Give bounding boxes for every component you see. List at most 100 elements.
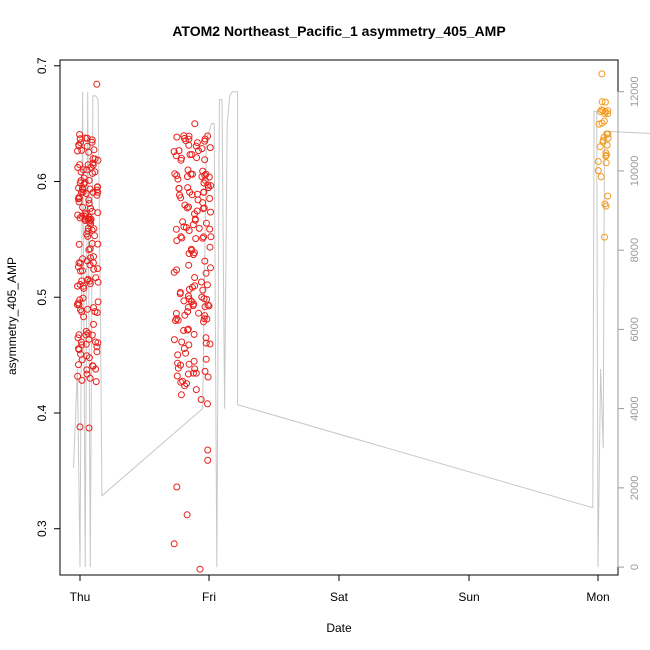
data-point — [76, 161, 84, 169]
data-point — [93, 343, 101, 351]
data-point — [93, 191, 101, 199]
data-point — [93, 309, 101, 316]
data-point — [78, 146, 86, 154]
y2-tick-label: 0 — [629, 564, 641, 570]
data-point — [88, 331, 96, 339]
data-point — [183, 511, 191, 519]
y2-tick-label: 6000 — [629, 317, 641, 341]
data-point — [74, 263, 82, 271]
data-point — [184, 166, 192, 174]
data-point — [206, 243, 214, 251]
data-point — [177, 391, 185, 399]
x-tick-label: Sun — [458, 590, 479, 604]
data-point — [193, 139, 201, 147]
data-point — [87, 204, 94, 212]
y-tick-label: 0.7 — [35, 57, 49, 74]
data-point — [177, 378, 185, 386]
data-point — [195, 309, 203, 317]
y-axis-label: asymmetry_405_AMP — [5, 257, 19, 375]
data-point — [82, 190, 90, 197]
data-point — [172, 310, 180, 317]
data-point — [201, 156, 209, 164]
data-point — [172, 317, 179, 324]
data-point — [77, 338, 85, 346]
data-point — [79, 294, 87, 302]
data-point — [79, 203, 87, 211]
data-point — [83, 230, 91, 238]
data-point — [595, 120, 603, 128]
data-point — [86, 277, 94, 285]
data-point — [78, 277, 86, 285]
data-point — [182, 224, 190, 231]
data-point — [198, 145, 206, 153]
data-point — [178, 234, 186, 242]
data-point — [80, 174, 88, 182]
data-point — [206, 340, 214, 348]
data-point — [179, 218, 187, 226]
data-point — [88, 240, 96, 247]
data-point — [598, 98, 606, 106]
data-point — [200, 179, 208, 187]
data-point — [94, 298, 102, 306]
data-point — [75, 345, 82, 353]
data-point — [88, 226, 96, 234]
data-point — [199, 199, 207, 207]
data-point — [175, 147, 183, 155]
data-point — [78, 376, 86, 384]
data-point — [185, 261, 193, 269]
data-point — [94, 209, 102, 217]
data-point — [185, 360, 193, 368]
data-point — [174, 351, 182, 359]
data-point — [180, 345, 188, 352]
data-point — [202, 334, 210, 342]
x-tick-label: Sat — [330, 590, 349, 604]
data-point — [195, 224, 203, 232]
data-point — [189, 302, 197, 310]
data-point — [76, 179, 84, 187]
data-point — [90, 265, 98, 273]
data-point — [204, 373, 212, 381]
data-point — [86, 374, 94, 382]
data-point — [173, 133, 181, 141]
data-point — [89, 169, 96, 177]
data-point — [600, 117, 608, 125]
y-tick-label: 0.6 — [35, 173, 49, 190]
data-point — [88, 138, 96, 146]
data-point — [189, 369, 197, 377]
points-layer — [73, 70, 612, 573]
data-point — [182, 349, 190, 357]
data-point — [202, 355, 210, 363]
data-point — [204, 446, 212, 454]
data-point — [201, 171, 209, 179]
data-point — [91, 155, 99, 163]
y-tick-label: 0.3 — [35, 520, 49, 537]
data-point — [170, 540, 178, 548]
data-point — [76, 131, 84, 138]
data-point — [172, 225, 180, 233]
data-point — [92, 338, 99, 346]
data-point — [74, 211, 82, 219]
data-point — [184, 184, 192, 192]
data-point — [206, 225, 214, 233]
data-point — [191, 274, 199, 281]
data-point — [83, 142, 91, 150]
data-point — [170, 148, 178, 156]
data-point — [194, 190, 201, 198]
data-point — [192, 369, 200, 377]
y2-tick-label: 10000 — [629, 156, 641, 187]
data-point — [204, 456, 212, 464]
data-point — [90, 146, 98, 154]
data-point — [172, 152, 180, 160]
data-point — [76, 423, 84, 431]
data-point — [86, 261, 94, 269]
data-point — [206, 144, 214, 152]
data-point — [80, 313, 88, 321]
data-point — [84, 305, 91, 313]
x-axis-label: Date — [326, 621, 352, 635]
data-point — [85, 196, 93, 204]
data-point — [184, 308, 192, 316]
data-point — [207, 182, 215, 190]
x-tick-label: Fri — [202, 590, 216, 604]
data-point — [85, 246, 93, 254]
data-point — [174, 364, 182, 372]
